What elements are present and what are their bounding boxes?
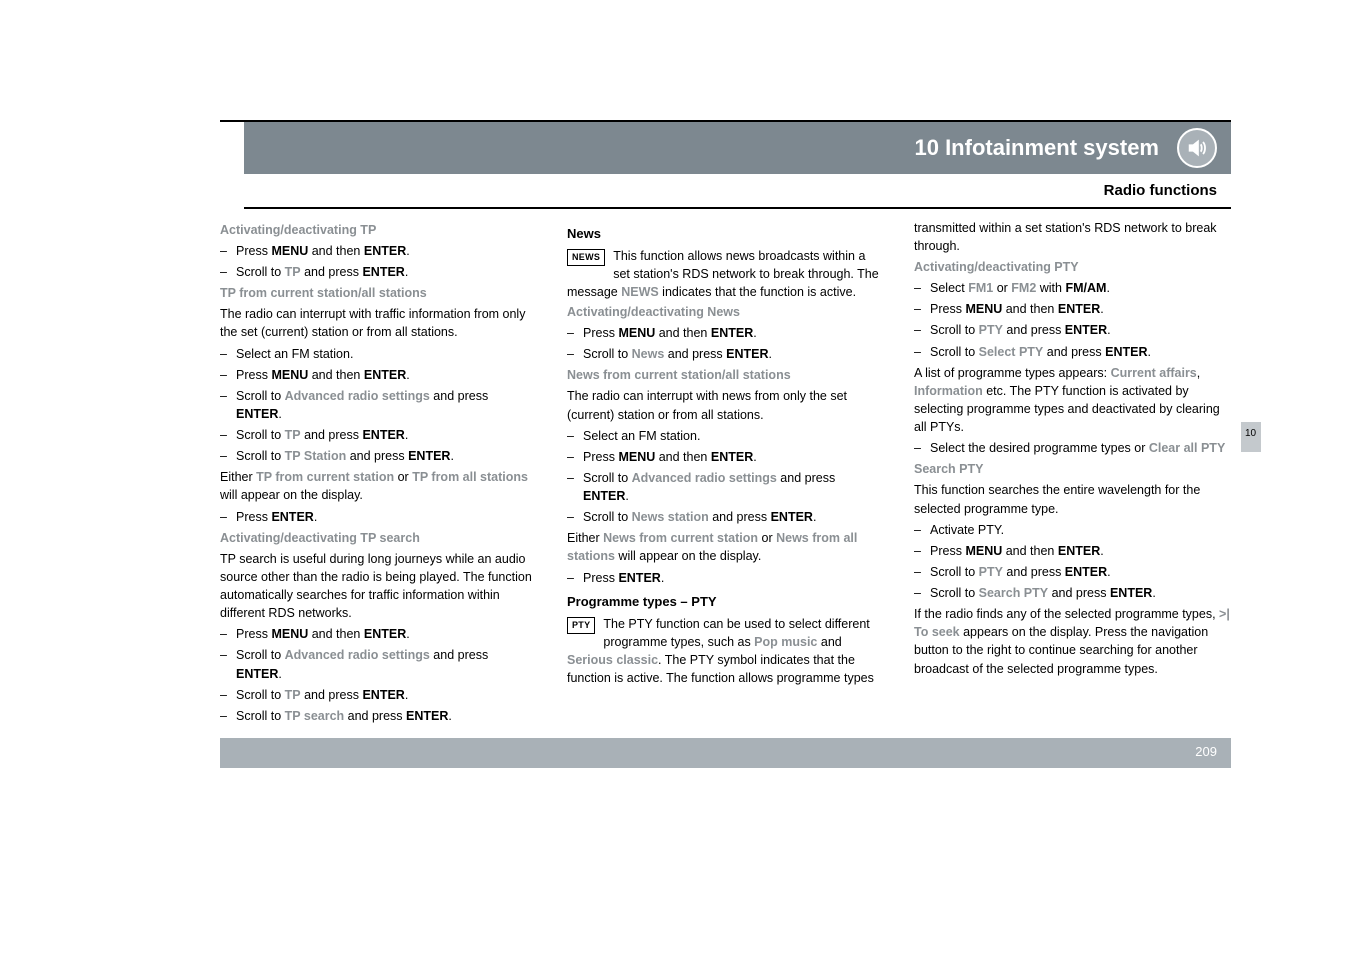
step-text: Scroll to TP search and press ENTER. — [236, 707, 537, 725]
list-item: –Scroll to Advanced radio settings and p… — [220, 646, 537, 682]
body-text: The PTY function can be used to select d… — [567, 617, 874, 685]
step-text: Scroll to PTY and press ENTER. — [930, 563, 1231, 581]
body-text: TP search is useful during long journeys… — [220, 550, 537, 623]
list-item: –Press ENTER. — [220, 508, 537, 526]
step-text: Scroll to TP Station and press ENTER. — [236, 447, 537, 465]
step-text: Scroll to News and press ENTER. — [583, 345, 884, 363]
column-2: News NEWS This function allows news broa… — [567, 219, 884, 728]
step-text: Select the desired programme types or Cl… — [930, 439, 1231, 457]
chapter-title: 10 Infotainment system — [914, 132, 1159, 164]
list-item: –Press MENU and then ENTER. — [220, 366, 537, 384]
list-item: –Scroll to News station and press ENTER. — [567, 508, 884, 526]
list-item: –Scroll to Advanced radio settings and p… — [220, 387, 537, 423]
section-title: Radio functions — [244, 174, 1231, 209]
column-1: Activating/deactivating TP –Press MENU a… — [220, 219, 537, 728]
step-text: Press MENU and then ENTER. — [583, 324, 884, 342]
list-item: –Press MENU and then ENTER. — [567, 448, 884, 466]
chapter-header: 10 Infotainment system — [244, 122, 1231, 174]
body-text: Either TP from current station or TP fro… — [220, 468, 537, 504]
list-item: –Scroll to PTY and press ENTER. — [914, 563, 1231, 581]
step-text: Press MENU and then ENTER. — [930, 542, 1231, 560]
list-item: –Scroll to TP search and press ENTER. — [220, 707, 537, 725]
manual-page: 10 Infotainment system Radio functions 1… — [0, 20, 1351, 778]
page-number: 209 — [1195, 743, 1217, 762]
list-item: –Scroll to TP and press ENTER. — [220, 686, 537, 704]
list-item: –Select the desired programme types or C… — [914, 439, 1231, 457]
list-item: –Press MENU and then ENTER. — [914, 542, 1231, 560]
list-item: –Scroll to Select PTY and press ENTER. — [914, 343, 1231, 361]
list-item: –Select an FM station. — [567, 427, 884, 445]
step-text: Scroll to TP and press ENTER. — [236, 263, 537, 281]
list-item: –Press MENU and then ENTER. — [567, 324, 884, 342]
step-text: Press ENTER. — [583, 569, 884, 587]
section-tab: 10 — [1241, 422, 1261, 452]
step-text: Scroll to Advanced radio settings and pr… — [583, 469, 884, 505]
step-text: Scroll to TP and press ENTER. — [236, 686, 537, 704]
pty-intro-block: PTY The PTY function can be used to sele… — [567, 615, 884, 688]
page-frame: 10 Infotainment system Radio functions 1… — [220, 120, 1231, 778]
step-text: Press MENU and then ENTER. — [583, 448, 884, 466]
step-text: Press ENTER. — [236, 508, 537, 526]
step-text: Scroll to TP and press ENTER. — [236, 426, 537, 444]
list-item: –Press MENU and then ENTER. — [220, 625, 537, 643]
list-item: –Scroll to PTY and press ENTER. — [914, 321, 1231, 339]
body-text: This function searches the entire wavele… — [914, 481, 1231, 517]
heading-search-pty: Search PTY — [914, 460, 1231, 478]
list-item: –Press MENU and then ENTER. — [914, 300, 1231, 318]
speaker-icon — [1177, 128, 1217, 168]
step-text: Scroll to Search PTY and press ENTER. — [930, 584, 1231, 602]
news-intro-block: NEWS This function allows news broadcast… — [567, 247, 884, 301]
page-footer: 209 — [220, 738, 1231, 768]
step-text: Select an FM station. — [236, 345, 537, 363]
heading-tp-station: TP from current station/all stations — [220, 284, 537, 302]
heading-activating-pty: Activating/deactivating PTY — [914, 258, 1231, 276]
step-text: Select FM1 or FM2 with FM/AM. — [930, 279, 1231, 297]
step-text: Press MENU and then ENTER. — [236, 625, 537, 643]
heading-news: News — [567, 225, 884, 244]
step-text: Scroll to News station and press ENTER. — [583, 508, 884, 526]
body-text: A list of programme types appears: Curre… — [914, 364, 1231, 437]
content-columns: Activating/deactivating TP –Press MENU a… — [220, 209, 1231, 728]
heading-activating-news: Activating/deactivating News — [567, 303, 884, 321]
body-text: This function allows news broadcasts wit… — [567, 249, 879, 299]
list-item: –Scroll to Advanced radio settings and p… — [567, 469, 884, 505]
news-badge-icon: NEWS — [567, 249, 605, 266]
body-text: Either News from current station or News… — [567, 529, 884, 565]
list-item: –Press ENTER. — [567, 569, 884, 587]
step-text: Activate PTY. — [930, 521, 1231, 539]
heading-activating-tp: Activating/deactivating TP — [220, 221, 537, 239]
step-text: Select an FM station. — [583, 427, 884, 445]
body-text: The radio can interrupt with traffic inf… — [220, 305, 537, 341]
heading-news-station: News from current station/all stations — [567, 366, 884, 384]
step-text: Press MENU and then ENTER. — [236, 242, 537, 260]
list-item: –Scroll to News and press ENTER. — [567, 345, 884, 363]
list-item: –Activate PTY. — [914, 521, 1231, 539]
list-item: –Select an FM station. — [220, 345, 537, 363]
list-item: –Select FM1 or FM2 with FM/AM. — [914, 279, 1231, 297]
step-text: Scroll to Advanced radio settings and pr… — [236, 646, 537, 682]
body-text: transmitted within a set station's RDS n… — [914, 219, 1231, 255]
step-text: Scroll to Advanced radio settings and pr… — [236, 387, 537, 423]
list-item: –Scroll to TP Station and press ENTER. — [220, 447, 537, 465]
body-text: The radio can interrupt with news from o… — [567, 387, 884, 423]
step-text: Scroll to PTY and press ENTER. — [930, 321, 1231, 339]
list-item: –Press MENU and then ENTER. — [220, 242, 537, 260]
heading-tp-search: Activating/deactivating TP search — [220, 529, 537, 547]
heading-pty: Programme types – PTY — [567, 593, 884, 612]
column-3: transmitted within a set station's RDS n… — [914, 219, 1231, 728]
body-text: If the radio finds any of the selected p… — [914, 605, 1231, 678]
step-text: Press MENU and then ENTER. — [930, 300, 1231, 318]
list-item: –Scroll to TP and press ENTER. — [220, 426, 537, 444]
pty-badge-icon: PTY — [567, 617, 595, 634]
list-item: –Scroll to Search PTY and press ENTER. — [914, 584, 1231, 602]
list-item: –Scroll to TP and press ENTER. — [220, 263, 537, 281]
step-text: Press MENU and then ENTER. — [236, 366, 537, 384]
step-text: Scroll to Select PTY and press ENTER. — [930, 343, 1231, 361]
